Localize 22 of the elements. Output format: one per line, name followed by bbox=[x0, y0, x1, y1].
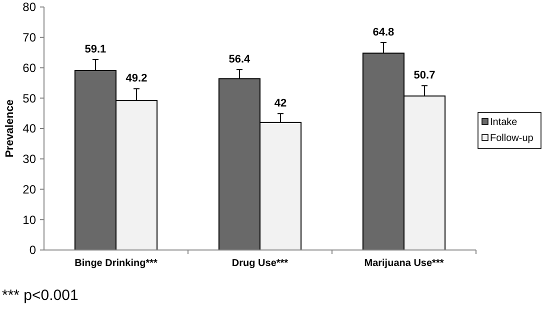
y-tick-label: 50 bbox=[22, 91, 36, 106]
y-tick-label: 80 bbox=[22, 0, 36, 14]
x-tick-label: Binge Drinking*** bbox=[74, 258, 158, 269]
data-label: 59.1 bbox=[84, 44, 106, 56]
data-label: 50.7 bbox=[414, 70, 436, 82]
y-tick-label: 30 bbox=[22, 152, 36, 166]
data-label: 49.2 bbox=[126, 72, 148, 85]
text: *** p<0.001 bbox=[2, 287, 78, 304]
legend-label: Follow-up bbox=[490, 133, 534, 144]
x-tick-label: Drug Use*** bbox=[232, 258, 288, 269]
y-tick-label: 10 bbox=[22, 212, 36, 227]
data-label: 42 bbox=[274, 98, 287, 110]
y-axis-title: Prevalence bbox=[4, 99, 16, 158]
y-tick-label: 70 bbox=[22, 30, 36, 45]
y-tick-label: 20 bbox=[22, 182, 36, 196]
y-tick-label: 60 bbox=[22, 60, 36, 75]
data-label: 64.8 bbox=[372, 26, 394, 39]
legend-label: Intake bbox=[490, 117, 518, 128]
y-tick-label: 40 bbox=[22, 122, 36, 136]
data-label: 56.4 bbox=[228, 54, 252, 66]
x-tick-label: Marijuana Use*** bbox=[364, 258, 444, 269]
y-tick-label: 0 bbox=[29, 243, 36, 258]
